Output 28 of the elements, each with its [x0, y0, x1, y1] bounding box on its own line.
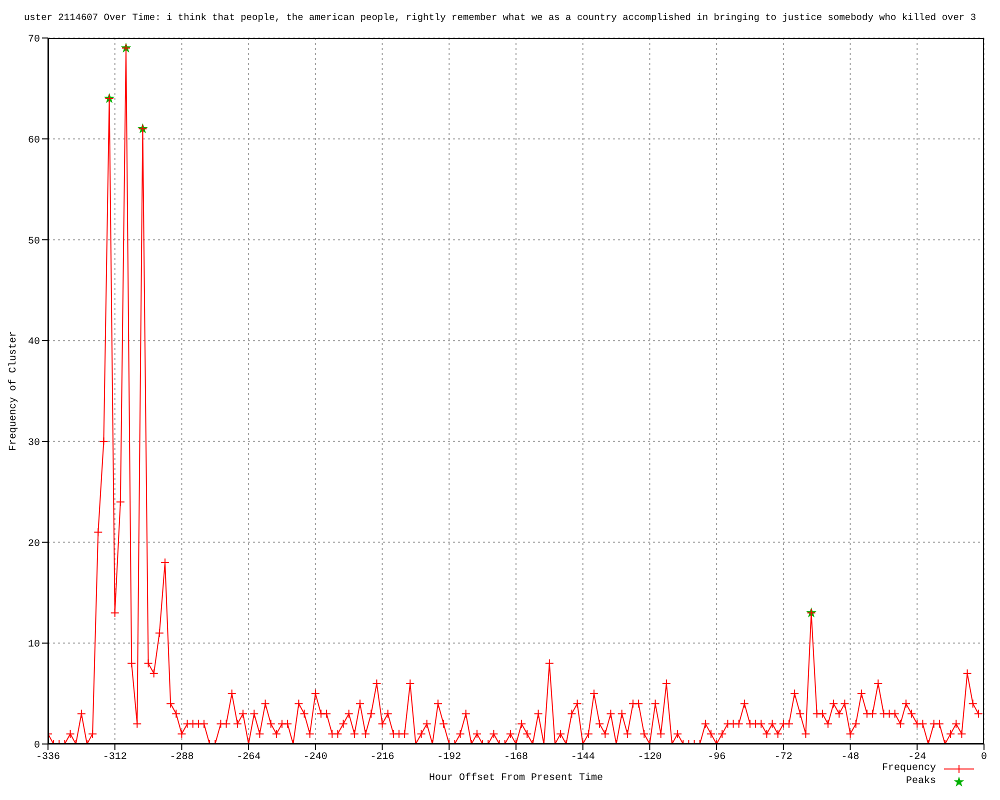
x-tick-label: -240 — [303, 752, 328, 764]
y-tick-label: 10 — [28, 640, 40, 651]
y-tick-label: 70 — [28, 34, 40, 46]
x-tick-label: 0 — [980, 752, 988, 764]
y-tick-label: 40 — [28, 337, 40, 348]
y-tick-label: 60 — [28, 135, 40, 146]
y-tick-label: 20 — [28, 538, 40, 550]
x-tick-label: -216 — [370, 752, 394, 764]
x-tick-label: -264 — [236, 752, 261, 764]
legend-label: Frequency — [882, 763, 936, 774]
x-tick-label: -96 — [708, 752, 726, 764]
x-tick-label: -120 — [638, 752, 662, 764]
x-tick-label: -336 — [36, 752, 60, 764]
x-tick-label: -288 — [170, 752, 194, 764]
y-axis-title: Frequency of Cluster — [8, 330, 20, 452]
chart-title: uster 2114607 Over Time: i think that people, the american people, rightly remember what we as a country accomplished in bringing to justice somebody who killed over 3 — [22, 12, 978, 23]
x-axis-title: Hour Offset From Present Time — [428, 772, 604, 784]
legend-label: Peaks — [906, 776, 936, 787]
x-tick-label: -48 — [841, 752, 860, 764]
y-tick-label: 0 — [34, 740, 40, 752]
x-tick-label: -312 — [102, 752, 127, 764]
x-tick-label: -24 — [908, 752, 926, 764]
y-tick-label: 50 — [28, 236, 40, 248]
x-tick-label: -168 — [504, 752, 528, 764]
x-tick-label: -72 — [774, 752, 792, 764]
y-tick-label: 30 — [28, 438, 40, 449]
x-tick-label: -144 — [570, 752, 595, 764]
x-tick-label: -192 — [437, 752, 462, 764]
